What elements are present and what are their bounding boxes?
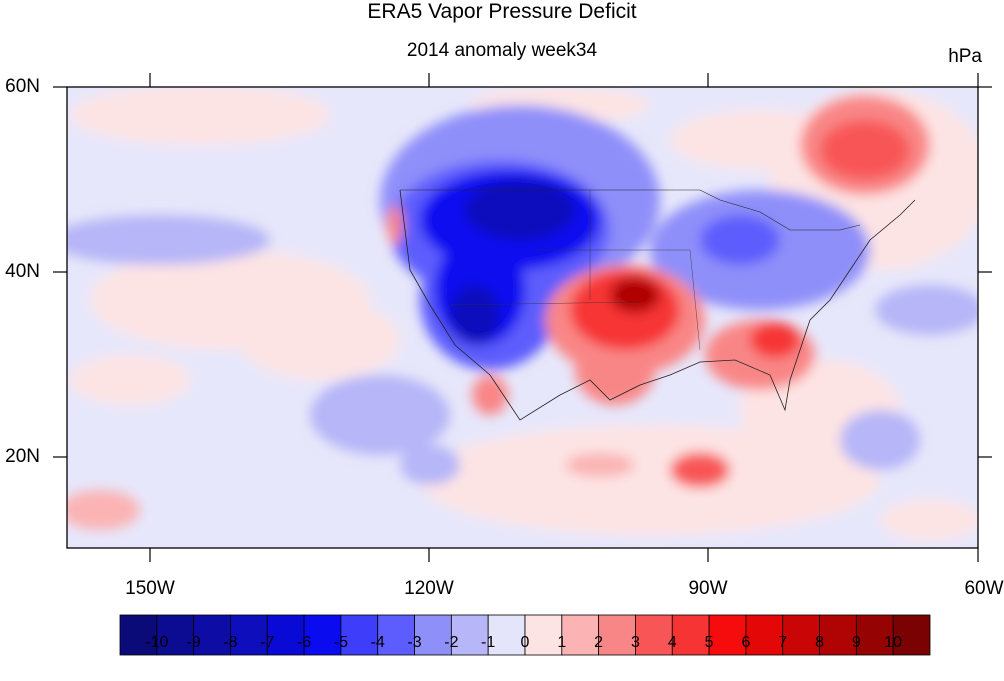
- colorbar-tick-label: -3: [407, 634, 422, 651]
- colorbar-swatch: [855, 614, 894, 656]
- lon-label-120w: 120W: [404, 578, 454, 599]
- lon-label-60w: 60W: [964, 578, 1004, 599]
- colorbar-tick-label: -2: [444, 634, 459, 651]
- colorbar-tick-label: -6: [296, 634, 312, 651]
- lat-label-40n: 40N: [5, 261, 40, 282]
- colorbar-tick-label: -4: [370, 634, 385, 651]
- colorbar-swatch: [487, 614, 526, 656]
- colorbar: [119, 614, 931, 656]
- axis-ticks: [53, 73, 992, 562]
- colorbar-tick-label: 4: [667, 634, 677, 651]
- colorbar-tick-label: 3: [631, 634, 640, 651]
- colorbar-tick-label: -8: [223, 634, 238, 651]
- map-subtitle: 2014 anomaly week34: [406, 40, 598, 61]
- lat-label-60n: 60N: [5, 76, 40, 97]
- colorbar-swatch: [156, 614, 195, 656]
- map-title: ERA5 Vapor Pressure Deficit: [367, 0, 637, 23]
- colorbar-swatch: [782, 614, 820, 656]
- colorbar-swatch: [340, 614, 379, 656]
- colorbar-swatch: [671, 614, 710, 656]
- lon-label-150w: 150W: [125, 578, 175, 599]
- colorbar-swatch: [598, 614, 636, 656]
- colorbar-tick-label: 8: [815, 634, 824, 651]
- map-frame: [66, 86, 979, 549]
- colorbar-swatch: [892, 614, 931, 656]
- colorbar-tick-label: -10: [145, 634, 169, 651]
- colorbar-tick-label: 0: [520, 634, 530, 651]
- anomaly-field: [67, 87, 978, 548]
- colorbar-tick-label: 7: [778, 634, 788, 651]
- colorbar-tick-label: 10: [884, 634, 903, 651]
- colorbar-tick-label: 1: [557, 634, 567, 651]
- colorbar-swatch: [266, 614, 305, 656]
- colorbar-swatch: [450, 614, 489, 656]
- colorbar-tick-label: 5: [704, 634, 714, 651]
- colorbar-tick-label: -9: [186, 634, 201, 651]
- units-label: hPa: [948, 46, 982, 67]
- colorbar-swatch: [745, 614, 784, 656]
- colorbar-tick-label: -7: [260, 634, 275, 651]
- lon-label-90w: 90W: [688, 578, 728, 599]
- colorbar-tick-label: -1: [481, 634, 496, 651]
- colorbar-swatch: [708, 614, 747, 656]
- colorbar-tick-label: 2: [594, 634, 604, 651]
- colorbar-tick-label: -5: [333, 634, 349, 651]
- colorbar-swatch: [414, 614, 452, 656]
- colorbar-tick-label: 9: [851, 634, 861, 651]
- colorbar-swatch: [524, 614, 563, 656]
- colorbar-swatch: [230, 614, 268, 656]
- colorbar-tick-label: 6: [741, 634, 751, 651]
- colorbar-swatch: [377, 614, 415, 656]
- lat-label-20n: 20N: [5, 446, 40, 467]
- colorbar-swatch: [561, 614, 600, 656]
